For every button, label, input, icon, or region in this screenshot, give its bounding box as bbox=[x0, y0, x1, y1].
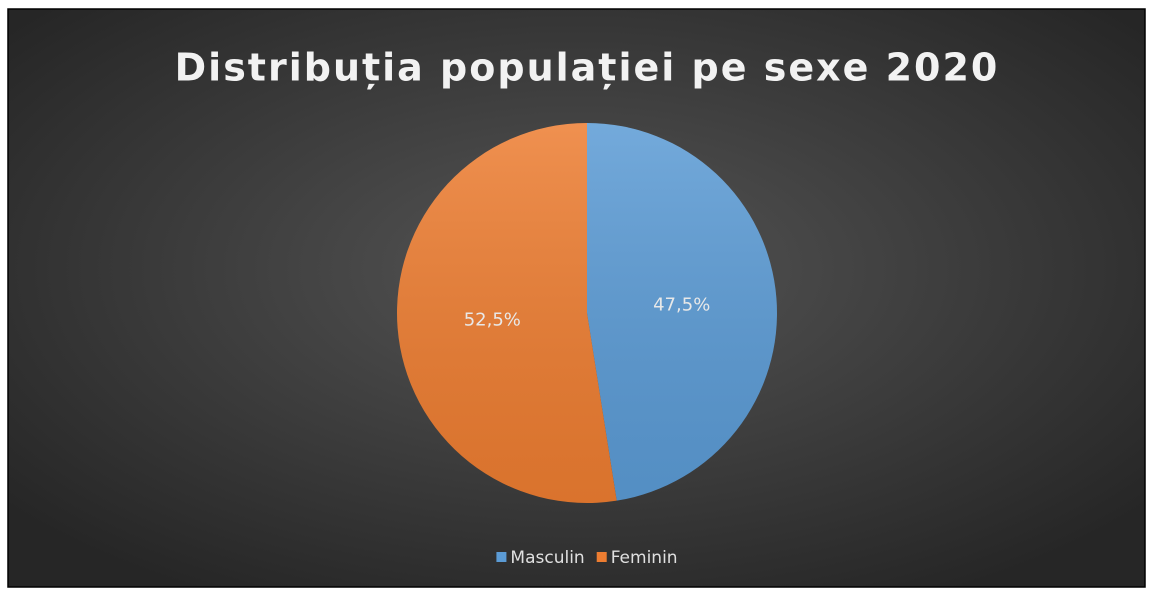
legend-label: Masculin bbox=[510, 548, 584, 568]
chart-title: Distribuția populației pe sexe 2020 bbox=[175, 46, 1000, 90]
slice-shade bbox=[587, 123, 778, 501]
legend-item: Masculin bbox=[496, 548, 585, 568]
slice-shade bbox=[397, 123, 617, 503]
legend-label: Feminin bbox=[611, 548, 678, 568]
legend-swatch bbox=[596, 552, 607, 562]
data-label: 52,5% bbox=[464, 309, 521, 330]
legend-item: Feminin bbox=[596, 548, 678, 568]
data-label: 47,5% bbox=[653, 295, 710, 316]
legend-swatch bbox=[496, 552, 507, 562]
